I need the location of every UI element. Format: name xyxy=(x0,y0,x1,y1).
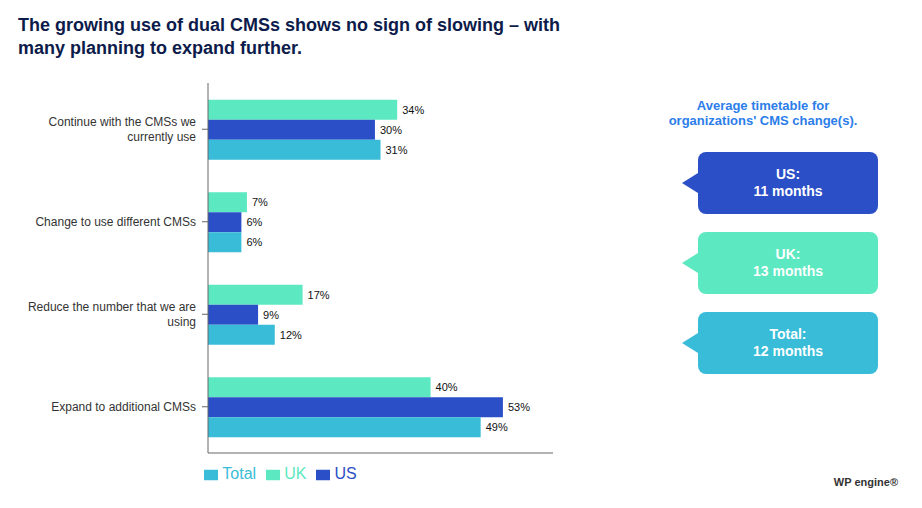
html-text:The growing use of dual CMSs s: The growing use of dual CMSs shows no si… xyxy=(18,15,560,59)
svg-text:6%: 6% xyxy=(246,216,262,228)
html-text:UK: 13 months: UK: 13 months xyxy=(753,245,823,279)
svg-text:7%: 7% xyxy=(252,196,268,208)
html-text:Average timetable for organiza: Average timetable for organizations' CMS… xyxy=(668,98,858,128)
svg-text:34%: 34% xyxy=(402,104,424,116)
svg-text:53%: 53% xyxy=(508,401,530,413)
svg-text:30%: 30% xyxy=(380,124,402,136)
svg-text:Continue with the CMSs wecurre: Continue with the CMSs wecurrently use xyxy=(49,115,197,143)
svg-text:Reduce the number that we areu: Reduce the number that we areusing xyxy=(28,300,196,328)
svg-text:Expand to additional CMSs: Expand to additional CMSs xyxy=(51,400,196,414)
html-text:Total: 12 months: Total: 12 months xyxy=(753,325,823,359)
svg-text:9%: 9% xyxy=(263,309,279,321)
html-text:US: US xyxy=(334,465,357,482)
svg-text:40%: 40% xyxy=(436,381,458,393)
html-text:UK: UK xyxy=(284,465,307,482)
html-text:US: 11 months: US: 11 months xyxy=(753,165,823,199)
svg-text:49%: 49% xyxy=(486,421,508,433)
svg-text:6%: 6% xyxy=(246,236,262,248)
svg-text:31%: 31% xyxy=(386,144,408,156)
html-text:WP engine®: WP engine® xyxy=(833,476,898,488)
svg-text:Change to use different CMSs: Change to use different CMSs xyxy=(35,215,196,229)
svg-text:17%: 17% xyxy=(308,289,330,301)
html-text:Total: Total xyxy=(222,465,257,482)
svg-text:12%: 12% xyxy=(280,329,302,341)
